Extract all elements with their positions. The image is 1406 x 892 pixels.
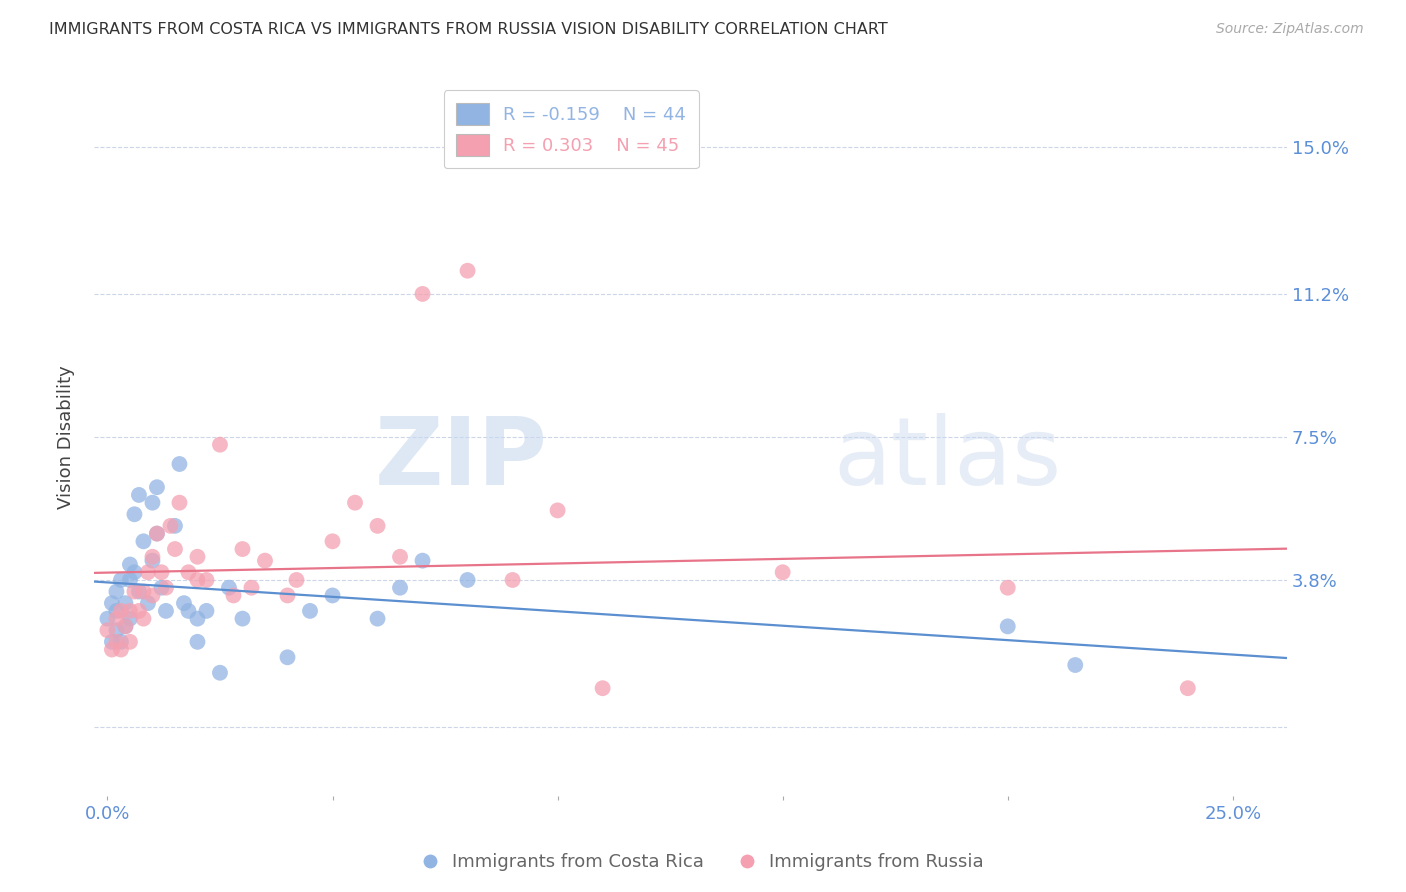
Point xyxy=(141,496,163,510)
Point xyxy=(110,604,132,618)
Point xyxy=(457,264,479,278)
Point xyxy=(155,581,177,595)
Point xyxy=(412,554,434,568)
Point xyxy=(1177,681,1199,696)
Point xyxy=(285,573,308,587)
Point xyxy=(592,681,614,696)
Point xyxy=(457,573,479,587)
Point xyxy=(208,438,231,452)
Point xyxy=(186,635,208,649)
Point xyxy=(141,549,163,564)
Point xyxy=(253,554,276,568)
Point xyxy=(110,642,132,657)
Point xyxy=(547,503,569,517)
Point xyxy=(502,573,524,587)
Point xyxy=(231,542,253,557)
Point xyxy=(177,566,200,580)
Point xyxy=(110,573,132,587)
Point xyxy=(367,612,389,626)
Point xyxy=(163,542,186,557)
Point xyxy=(128,604,150,618)
Point xyxy=(141,554,163,568)
Point xyxy=(240,581,263,595)
Point xyxy=(195,604,218,618)
Point xyxy=(276,650,298,665)
Point xyxy=(105,635,128,649)
Point xyxy=(124,566,146,580)
Point xyxy=(96,624,118,638)
Point xyxy=(96,612,118,626)
Point xyxy=(128,584,150,599)
Point xyxy=(118,573,141,587)
Point xyxy=(1064,658,1087,673)
Point xyxy=(101,642,124,657)
Text: ZIP: ZIP xyxy=(374,412,547,505)
Legend: R = -0.159    N = 44, R = 0.303    N = 45: R = -0.159 N = 44, R = 0.303 N = 45 xyxy=(443,90,699,169)
Point xyxy=(114,596,136,610)
Text: Source: ZipAtlas.com: Source: ZipAtlas.com xyxy=(1216,22,1364,37)
Point xyxy=(177,604,200,618)
Point xyxy=(136,566,159,580)
Point xyxy=(132,612,155,626)
Point xyxy=(222,589,245,603)
Point xyxy=(344,496,367,510)
Point xyxy=(101,635,124,649)
Point xyxy=(412,287,434,301)
Point xyxy=(276,589,298,603)
Point xyxy=(186,549,208,564)
Point xyxy=(772,566,794,580)
Legend: Immigrants from Costa Rica, Immigrants from Russia: Immigrants from Costa Rica, Immigrants f… xyxy=(416,847,990,879)
Point xyxy=(169,496,191,510)
Point xyxy=(163,519,186,533)
Point xyxy=(105,604,128,618)
Point xyxy=(146,480,169,494)
Point xyxy=(150,581,173,595)
Text: atlas: atlas xyxy=(834,412,1062,505)
Point xyxy=(186,612,208,626)
Point xyxy=(110,635,132,649)
Point xyxy=(159,519,181,533)
Point xyxy=(118,604,141,618)
Point xyxy=(298,604,321,618)
Point xyxy=(997,619,1019,633)
Point xyxy=(195,573,218,587)
Point xyxy=(997,581,1019,595)
Y-axis label: Vision Disability: Vision Disability xyxy=(58,365,75,508)
Point xyxy=(105,584,128,599)
Point xyxy=(141,589,163,603)
Point xyxy=(155,604,177,618)
Point xyxy=(105,612,128,626)
Point xyxy=(321,589,343,603)
Point xyxy=(169,457,191,471)
Point xyxy=(124,508,146,522)
Point xyxy=(101,596,124,610)
Point xyxy=(105,624,128,638)
Point xyxy=(118,558,141,572)
Point xyxy=(118,612,141,626)
Point xyxy=(118,635,141,649)
Point xyxy=(136,596,159,610)
Point xyxy=(124,584,146,599)
Point xyxy=(218,581,240,595)
Point xyxy=(389,581,412,595)
Point xyxy=(150,566,173,580)
Text: IMMIGRANTS FROM COSTA RICA VS IMMIGRANTS FROM RUSSIA VISION DISABILITY CORRELATI: IMMIGRANTS FROM COSTA RICA VS IMMIGRANTS… xyxy=(49,22,889,37)
Point xyxy=(186,573,208,587)
Point xyxy=(389,549,412,564)
Point xyxy=(146,526,169,541)
Point xyxy=(132,584,155,599)
Point xyxy=(173,596,195,610)
Point xyxy=(128,488,150,502)
Point xyxy=(321,534,343,549)
Point xyxy=(114,619,136,633)
Point xyxy=(231,612,253,626)
Point xyxy=(146,526,169,541)
Point xyxy=(208,665,231,680)
Point xyxy=(132,534,155,549)
Point xyxy=(114,619,136,633)
Point xyxy=(367,519,389,533)
